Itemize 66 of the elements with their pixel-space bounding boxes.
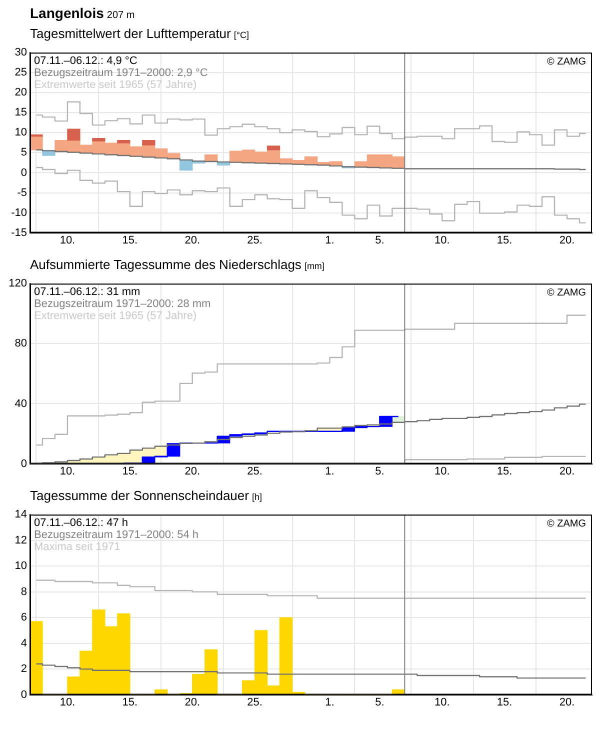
text: Langenlois <box>30 5 104 21</box>
x-tick-label: 10. <box>60 234 76 246</box>
x-tick-label: 20. <box>559 696 575 708</box>
x-tick-label: 15. <box>496 234 512 246</box>
x-tick-label: 5. <box>375 234 384 246</box>
chart-title: Tagessumme der Sonnenscheindauer <box>30 488 249 503</box>
y-tick-label: 80 <box>14 338 27 350</box>
y-tick-label: 5 <box>20 146 27 159</box>
y-tick-label: 0 <box>20 166 27 179</box>
annotation: 07.11.–06.12.: 4,9 °C <box>34 55 138 68</box>
chart-title: Aufsummierte Tagessumme des Niederschlags <box>30 257 302 272</box>
annotation: © ZAMG <box>546 518 586 530</box>
x-tick-label: 15. <box>122 696 138 708</box>
x-tick-label: 15. <box>122 465 138 478</box>
y-tick-label: 10 <box>14 560 27 572</box>
annotation: 07.11.–06.12.: 47 h <box>34 517 128 530</box>
x-tick-label: 20. <box>184 465 200 478</box>
chart-title: Tagesmittelwert der Lufttemperatur <box>30 26 231 41</box>
annotation: Bezugszeitraum 1971–2000: 28 mm <box>34 298 211 310</box>
y-tick-label: 10 <box>14 126 27 139</box>
x-tick-label: 15. <box>496 465 512 478</box>
y-tick-label: 20 <box>14 86 27 99</box>
annotation: Bezugszeitraum 1971–2000: 2,9 °C <box>34 67 208 80</box>
y-tick-label: 30 <box>14 46 27 59</box>
annotation: © ZAMG <box>546 287 586 298</box>
y-tick-label: 0 <box>20 458 27 470</box>
y-tick-label: -10 <box>11 206 27 219</box>
annotation: © ZAMG <box>546 56 586 68</box>
y-tick-label: -5 <box>17 186 27 199</box>
x-tick-label: 5. <box>375 465 384 478</box>
x-tick-label: 10. <box>434 234 450 246</box>
y-tick-label: 8 <box>20 586 27 598</box>
x-tick-label: 20. <box>559 465 575 478</box>
y-tick-label: 2 <box>20 663 27 676</box>
y-tick-label: 0 <box>20 688 27 701</box>
y-axis-title: [°C] <box>234 30 249 40</box>
y-tick-label: 6 <box>20 612 27 624</box>
x-tick-label: 20. <box>184 234 200 246</box>
y-tick-label: 4 <box>20 637 27 650</box>
y-axis-title: [h] <box>252 492 262 502</box>
annotation: Bezugszeitraum 1971–2000: 54 h <box>34 529 199 542</box>
x-tick-label: 25. <box>247 234 262 246</box>
text: 207 m <box>106 10 135 21</box>
x-tick-label: 25. <box>247 465 262 478</box>
y-tick-label: -15 <box>11 226 27 239</box>
x-tick-label: 20. <box>184 696 200 708</box>
x-tick-label: 1. <box>325 696 334 708</box>
x-tick-label: 10. <box>434 696 450 708</box>
x-tick-label: 1. <box>325 234 334 246</box>
x-tick-label: 15. <box>122 234 138 246</box>
annotation: 07.11.–06.12.: 31 mm <box>34 286 140 298</box>
y-tick-label: 120 <box>8 278 27 290</box>
x-tick-label: 1. <box>325 465 334 478</box>
y-tick-label: 40 <box>14 398 27 410</box>
x-tick-label: 25. <box>247 696 262 708</box>
y-axis-title: [mm] <box>304 261 324 271</box>
x-tick-label: 15. <box>496 696 512 708</box>
x-tick-label: 10. <box>60 465 76 478</box>
y-tick-label: 25 <box>14 66 27 79</box>
y-tick-label: 14 <box>14 508 27 521</box>
x-tick-label: 5. <box>375 696 384 708</box>
x-tick-label: 20. <box>559 234 575 246</box>
x-tick-label: 10. <box>60 696 76 708</box>
y-tick-label: 15 <box>14 106 27 119</box>
y-tick-label: 12 <box>14 534 27 546</box>
x-tick-label: 10. <box>434 465 450 478</box>
